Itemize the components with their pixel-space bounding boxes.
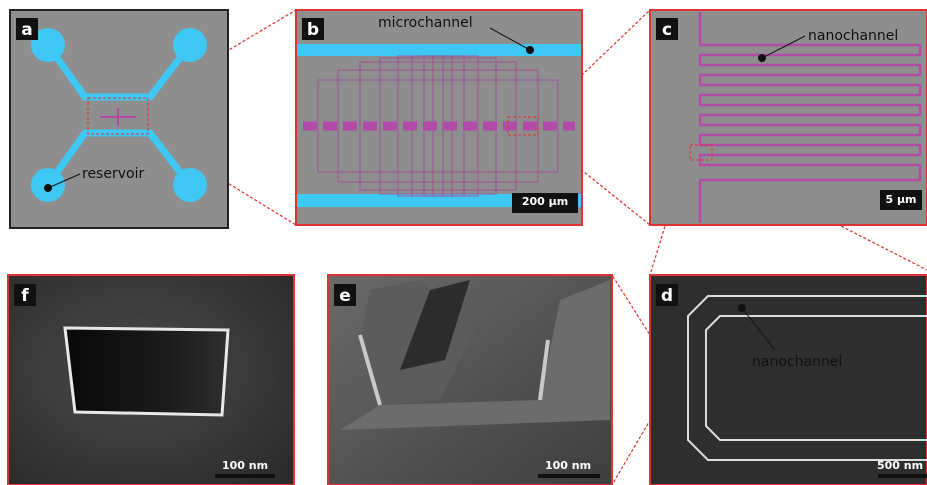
panel-e: e 100 nm (328, 275, 612, 485)
panel-f: f 100 nm (8, 275, 294, 485)
annotation: nanochannel (808, 28, 898, 44)
scale-bar-label: 5 µm (885, 193, 916, 206)
panel-label: f (21, 286, 29, 306)
figure: a reservoir b microchannel 200 µm c nano… (0, 0, 927, 485)
panel-label: d (661, 286, 673, 306)
scale-bar-label: 100 nm (222, 459, 268, 472)
panel-c: c nanochannel 5 µm (650, 10, 927, 225)
panel-a: a reservoir (10, 10, 228, 228)
panel-d: d nanochannel 500 nm (650, 275, 927, 485)
annotation: reservoir (82, 166, 144, 182)
panel-label: a (21, 20, 32, 40)
panel-label: b (307, 20, 319, 40)
annotation: microchannel (378, 15, 473, 31)
scale-bar-label: 200 µm (522, 195, 568, 208)
panel-label: e (339, 286, 351, 306)
panel-label: c (662, 20, 672, 40)
annotation: nanochannel (752, 354, 842, 370)
scale-bar-label: 100 nm (545, 459, 591, 472)
panel-b: b microchannel 200 µm (296, 10, 582, 225)
scale-bar-label: 500 nm (877, 459, 923, 472)
